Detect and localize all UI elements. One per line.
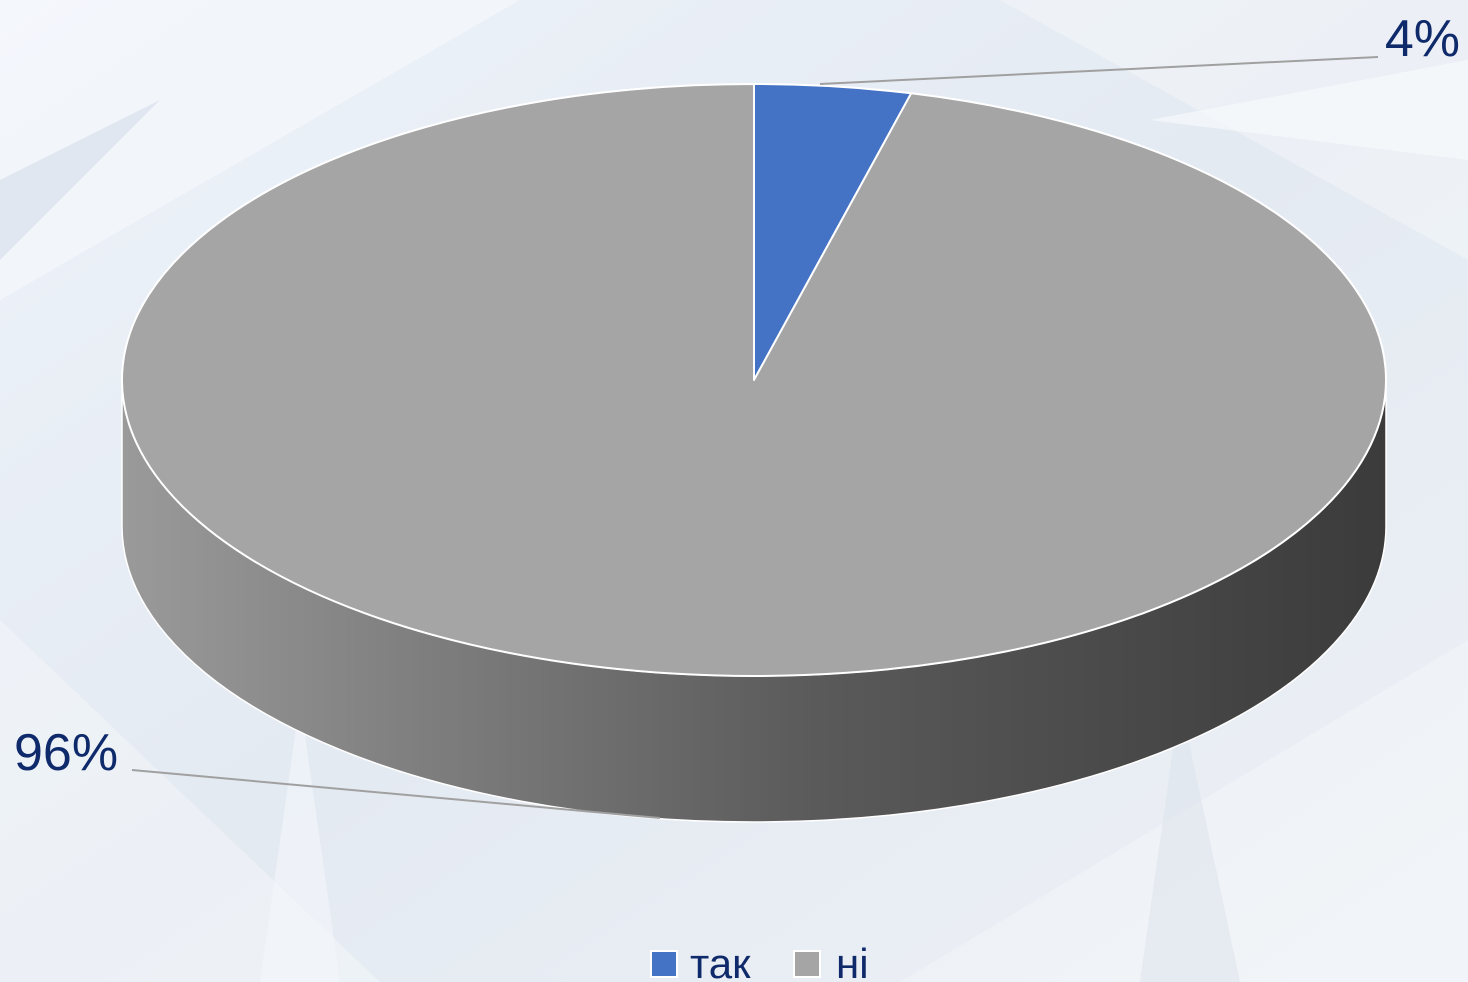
data-labels: 4% 96% — [14, 10, 1460, 819]
leader-line-1 — [819, 56, 1379, 85]
legend-swatch-1 — [650, 950, 678, 978]
legend-label-1: так — [690, 940, 751, 982]
data-label-2: 96% — [14, 724, 118, 782]
pie-slice-2 — [121, 83, 1387, 677]
pie-plot-area — [121, 83, 1387, 823]
legend: так ні — [650, 940, 869, 982]
legend-label-2: ні — [836, 940, 869, 982]
leader-line-2 — [131, 769, 661, 819]
data-label-1: 4% — [1385, 10, 1460, 68]
legend-swatch-2 — [793, 950, 821, 978]
